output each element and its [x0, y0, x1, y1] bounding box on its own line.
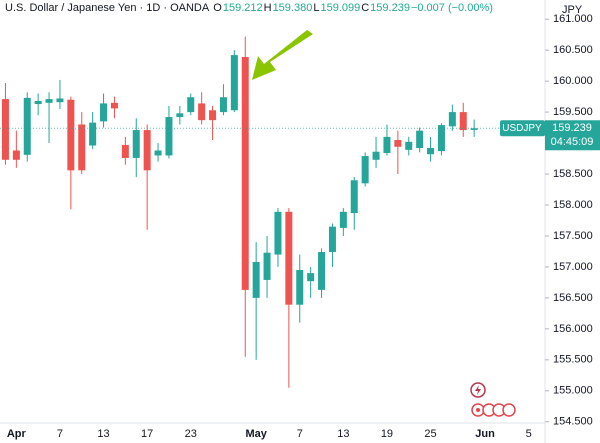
candle-body [416, 130, 424, 149]
candle-body [45, 99, 53, 103]
y-tick-label: 156.000 [553, 323, 593, 335]
candle-body [448, 112, 456, 127]
candle-body [110, 102, 118, 109]
lightning-icon [475, 385, 481, 395]
candle-body [34, 100, 42, 105]
y-tick-label: 160.500 [553, 44, 593, 56]
ohlc-value: 159.212 [222, 2, 263, 14]
ohlc-value: 159.380 [272, 2, 313, 14]
candle-body [23, 97, 31, 155]
y-tick-label: 160.000 [553, 75, 593, 87]
candle-body [307, 273, 315, 282]
candle-body [78, 124, 86, 171]
ohlc-label: L [313, 2, 320, 14]
ohlc-label: H [263, 2, 272, 14]
y-tick-label: 156.500 [553, 292, 593, 304]
y-tick-label: 154.500 [553, 416, 593, 428]
countdown-label: 04:45:09 [551, 136, 594, 148]
candle-body [252, 261, 260, 298]
price-label: 159.239 [552, 122, 592, 134]
event-icons[interactable] [471, 403, 516, 417]
currency-label: JPY [562, 4, 583, 16]
candle-body [230, 55, 238, 111]
candle-body [263, 252, 271, 280]
y-tick-label: 159.500 [553, 106, 593, 118]
candle-body [350, 180, 358, 214]
candle-body [209, 110, 217, 121]
x-tick-label: 7 [57, 428, 63, 440]
candle-body [143, 130, 151, 171]
x-tick-label: 25 [424, 428, 436, 440]
candle-body [361, 156, 369, 184]
candle-body [12, 150, 20, 160]
candle-body [328, 226, 336, 253]
candle-body [56, 98, 64, 103]
symbol-title: U.S. Dollar / Japanese Yen · 1D · OANDA [5, 2, 210, 14]
x-tick-label: 7 [297, 428, 303, 440]
candle-body [459, 112, 467, 131]
candle-body [285, 211, 293, 305]
candle-body [274, 211, 282, 255]
candle-body [372, 151, 380, 160]
candle-body [165, 117, 173, 156]
ohlc-value: 159.099 [320, 2, 361, 14]
candle-body [339, 211, 347, 228]
legend-header: U.S. Dollar / Japanese Yen · 1D · OANDA … [5, 2, 494, 14]
x-tick-label: 17 [141, 428, 153, 440]
x-tick-label: May [245, 428, 267, 440]
annotation-arrow [252, 30, 313, 80]
x-tick-label: Jun [475, 428, 495, 440]
candle-body [187, 97, 195, 113]
y-tick-label: 157.000 [553, 261, 593, 273]
y-tick-label: 161.000 [553, 13, 593, 25]
x-tick-label: Apr [7, 428, 27, 440]
candle-body [67, 99, 75, 171]
candle-body [121, 144, 129, 158]
candle-body [405, 141, 413, 150]
candle-body [100, 103, 108, 122]
y-tick-label: 155.500 [553, 354, 593, 366]
ohlc-label: C [361, 2, 370, 14]
y-tick-label: 158.500 [553, 168, 593, 180]
event-dot [476, 408, 480, 412]
candle-body [470, 128, 478, 130]
x-tick-label: 13 [97, 428, 109, 440]
x-tick-label: 5 [526, 428, 532, 440]
ohlc-value: 159.239 [370, 2, 410, 14]
candle-body [296, 270, 304, 305]
y-tick-label: 157.500 [553, 230, 593, 242]
price-label-box [545, 120, 600, 151]
candle-body [219, 97, 227, 113]
candle-body [437, 125, 445, 152]
symbol-label: USDJPY [502, 123, 542, 134]
candle-body [394, 139, 402, 147]
x-tick-label: 13 [337, 428, 349, 440]
change-value: −0.007 (−0.00%) [410, 2, 493, 14]
candle-body [89, 122, 97, 146]
candle-body [383, 136, 391, 153]
event-icon[interactable] [502, 403, 516, 417]
candle-body [176, 113, 184, 118]
candle-body [427, 148, 435, 155]
y-tick-label: 155.000 [553, 385, 593, 397]
ohlc-label: O [213, 2, 222, 14]
candle-body [1, 99, 9, 160]
candle-body [132, 130, 140, 158]
x-tick-label: 19 [381, 428, 393, 440]
candle-body [198, 103, 206, 121]
x-tick-label: 23 [185, 428, 197, 440]
candle-body [241, 56, 249, 290]
candle-body [154, 150, 162, 156]
y-tick-label: 158.000 [553, 199, 593, 211]
symbol-label-box [500, 120, 545, 137]
plot [0, 36, 545, 388]
candle-body [318, 252, 326, 290]
